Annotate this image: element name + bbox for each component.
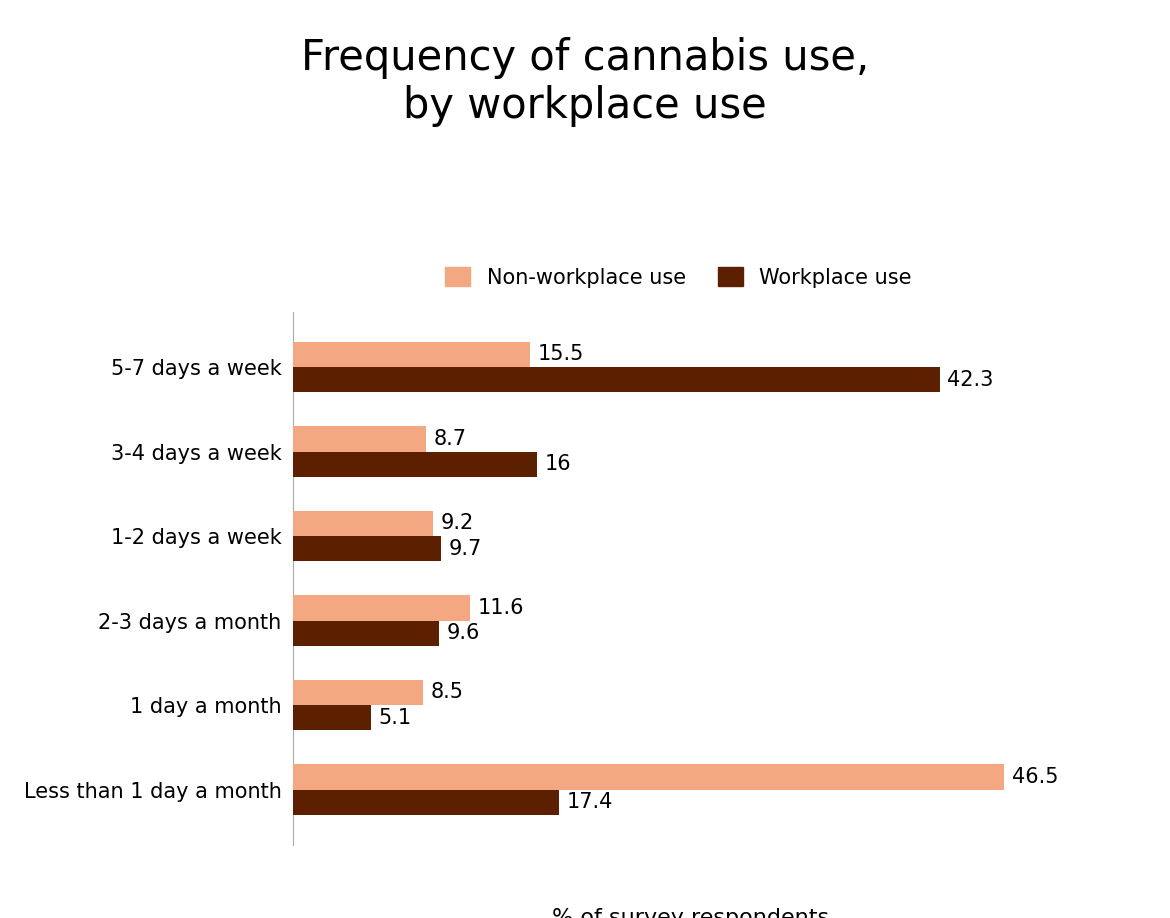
Legend: Non-workplace use, Workplace use: Non-workplace use, Workplace use: [446, 267, 911, 288]
Text: 8.5: 8.5: [431, 682, 463, 702]
Text: 17.4: 17.4: [566, 792, 613, 812]
Bar: [292, 621, 440, 646]
Text: 8.7: 8.7: [433, 429, 467, 449]
Bar: [292, 595, 470, 621]
Bar: [292, 765, 1004, 789]
Bar: [292, 510, 433, 536]
Bar: [292, 341, 530, 367]
Bar: [292, 426, 426, 452]
Bar: [292, 705, 371, 731]
Text: 9.2: 9.2: [441, 513, 474, 533]
Bar: [292, 536, 441, 562]
Text: 9.6: 9.6: [447, 623, 481, 644]
Text: Frequency of cannabis use,
by workplace use: Frequency of cannabis use, by workplace …: [301, 37, 869, 128]
Bar: [292, 679, 422, 705]
Text: 15.5: 15.5: [537, 344, 584, 364]
Text: 11.6: 11.6: [477, 598, 524, 618]
Text: 46.5: 46.5: [1012, 767, 1058, 787]
Text: % of survey respondents
who have used in the past year: % of survey respondents who have used in…: [515, 909, 866, 918]
Text: 9.7: 9.7: [448, 539, 482, 559]
Text: 42.3: 42.3: [948, 370, 993, 390]
Bar: [292, 789, 559, 815]
Bar: [292, 452, 537, 477]
Text: 16: 16: [545, 454, 572, 475]
Text: 5.1: 5.1: [378, 708, 412, 728]
Bar: [292, 367, 940, 392]
